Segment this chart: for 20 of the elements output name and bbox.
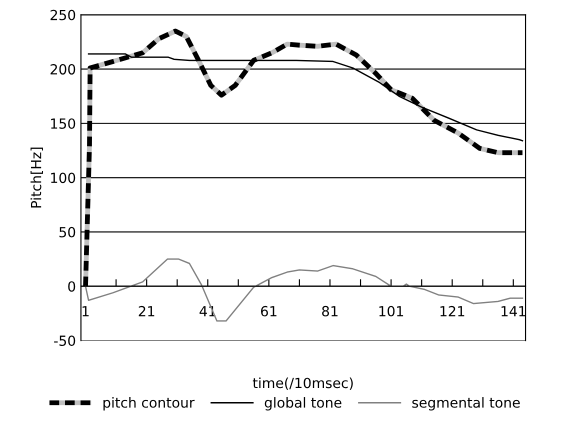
- y-tick-label: 150: [51, 118, 76, 129]
- y-tick-label: 100: [51, 172, 76, 184]
- x-tick-label: 101: [379, 306, 404, 316]
- x-tick-label: 1: [82, 306, 89, 316]
- y-tick-label: -50: [54, 335, 76, 346]
- legend-label: segmental tone: [412, 397, 520, 410]
- x-tick-label: 141: [502, 306, 526, 316]
- y-tick-label: 250: [50, 10, 76, 20]
- x-tick-label: 61: [260, 306, 276, 316]
- x-axis-title: time(/10msec): [252, 377, 353, 390]
- x-tick-label: 81: [322, 306, 338, 316]
- y-tick-label: 0: [68, 281, 76, 292]
- legend-label: pitch contour: [103, 397, 195, 410]
- y-tick-label: 200: [50, 64, 76, 75]
- x-tick-label: 121: [440, 306, 464, 316]
- y-axis-title: Pitch[Hz]: [30, 148, 43, 208]
- x-tick-label: 21: [138, 306, 154, 316]
- y-tick-label: 50: [59, 226, 76, 238]
- line-series: [84, 258, 524, 322]
- legend-label: global tone: [264, 397, 342, 410]
